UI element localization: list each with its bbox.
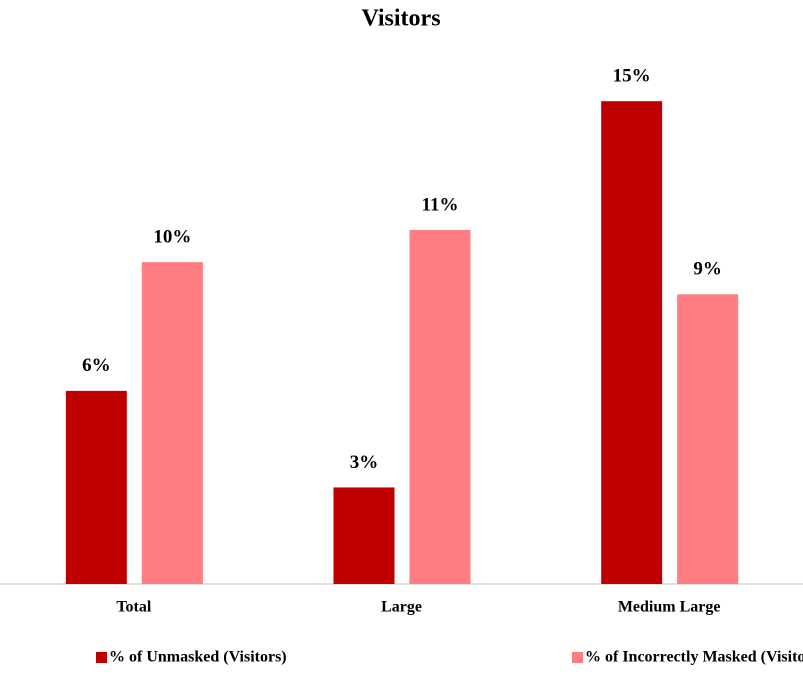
bar	[409, 229, 471, 584]
x-tick-label: Medium Large	[618, 599, 721, 616]
x-tick-label: Large	[381, 599, 422, 616]
bar	[333, 487, 395, 584]
bar	[677, 294, 739, 584]
data-label: 11%	[422, 194, 459, 215]
bar	[65, 390, 127, 584]
data-label: 10%	[153, 226, 191, 247]
legend-swatch	[572, 652, 583, 663]
data-label: 15%	[613, 66, 651, 87]
x-tick-label: Total	[116, 599, 152, 616]
bar	[141, 262, 203, 584]
chart-title: Visitors	[361, 6, 440, 32]
data-label: 3%	[350, 452, 379, 473]
bar	[601, 101, 663, 584]
legend-label: % of Unmasked (Visitors)	[109, 649, 287, 666]
legend-label: % of Incorrectly Masked (Visitors)	[585, 649, 803, 666]
data-label: 9%	[693, 259, 722, 280]
legend-swatch	[96, 652, 107, 663]
data-label: 6%	[82, 355, 111, 376]
